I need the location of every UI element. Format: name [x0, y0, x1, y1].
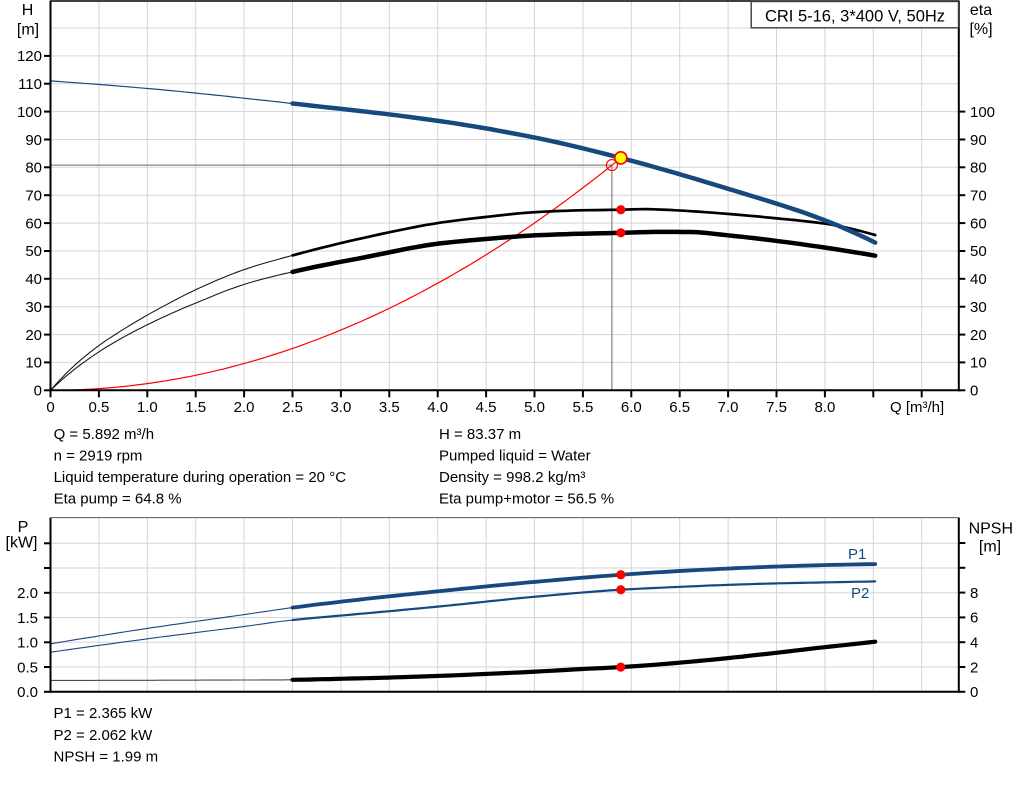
svg-text:1.0: 1.0 [137, 399, 158, 416]
svg-text:3.0: 3.0 [330, 399, 351, 416]
svg-text:2.5: 2.5 [282, 399, 303, 416]
svg-text:0.5: 0.5 [17, 659, 38, 676]
svg-text:110: 110 [18, 76, 42, 93]
svg-text:8: 8 [970, 585, 978, 602]
svg-text:2: 2 [970, 659, 978, 676]
svg-text:0: 0 [34, 383, 42, 400]
svg-text:0.0: 0.0 [17, 684, 38, 701]
svg-text:120: 120 [17, 48, 42, 65]
svg-text:30: 30 [25, 299, 42, 316]
svg-text:90: 90 [25, 132, 42, 149]
svg-text:0: 0 [970, 383, 978, 400]
svg-text:6.0: 6.0 [621, 399, 642, 416]
svg-text:Eta pump+motor = 56.5 %: Eta pump+motor = 56.5 % [439, 490, 614, 507]
svg-text:7.5: 7.5 [766, 399, 787, 416]
svg-text:4.5: 4.5 [476, 399, 497, 416]
svg-text:[kW]: [kW] [6, 535, 38, 552]
svg-text:0: 0 [46, 399, 54, 416]
svg-text:4: 4 [970, 635, 978, 652]
svg-text:80: 80 [25, 160, 42, 177]
svg-text:100: 100 [17, 104, 42, 121]
svg-text:Liquid temperature during oper: Liquid temperature during operation = 20… [54, 469, 347, 486]
svg-text:80: 80 [970, 160, 987, 177]
svg-text:30: 30 [970, 299, 987, 316]
svg-text:eta: eta [970, 2, 992, 19]
svg-text:CRI 5-16, 3*400 V, 50Hz: CRI 5-16, 3*400 V, 50Hz [765, 8, 945, 26]
svg-text:10: 10 [25, 355, 42, 372]
svg-text:H: H [22, 2, 34, 19]
svg-text:7.0: 7.0 [718, 399, 739, 416]
svg-text:3.5: 3.5 [379, 399, 400, 416]
svg-text:5.5: 5.5 [572, 399, 593, 416]
svg-text:1.5: 1.5 [185, 399, 206, 416]
svg-text:Q [m³/h]: Q [m³/h] [890, 399, 944, 416]
svg-text:4.0: 4.0 [427, 399, 448, 416]
svg-text:20: 20 [970, 327, 987, 344]
svg-text:2.0: 2.0 [234, 399, 255, 416]
svg-text:Eta pump = 64.8 %: Eta pump = 64.8 % [54, 490, 182, 507]
svg-text:20: 20 [25, 327, 42, 344]
svg-text:Density = 998.2 kg/m³: Density = 998.2 kg/m³ [439, 469, 585, 486]
svg-text:P2: P2 [851, 585, 869, 602]
svg-text:50: 50 [970, 243, 987, 260]
svg-text:P: P [18, 519, 29, 536]
svg-text:NPSH: NPSH [969, 520, 1013, 537]
svg-text:[m]: [m] [17, 22, 39, 39]
svg-text:[m]: [m] [979, 538, 1001, 555]
svg-text:70: 70 [970, 188, 987, 205]
svg-text:6.5: 6.5 [669, 399, 690, 416]
svg-text:6: 6 [970, 610, 978, 627]
svg-text:40: 40 [25, 271, 42, 288]
svg-text:Pumped liquid = Water: Pumped liquid = Water [439, 447, 591, 464]
svg-text:50: 50 [25, 243, 42, 260]
svg-text:40: 40 [970, 271, 987, 288]
svg-text:0: 0 [970, 684, 978, 701]
svg-text:60: 60 [25, 215, 42, 232]
svg-text:[%]: [%] [969, 21, 992, 38]
svg-text:1.5: 1.5 [17, 610, 38, 627]
svg-text:Q = 5.892 m³/h: Q = 5.892 m³/h [54, 426, 154, 443]
svg-text:70: 70 [25, 188, 42, 205]
svg-text:P1 = 2.365 kW: P1 = 2.365 kW [54, 705, 154, 722]
svg-text:5.0: 5.0 [524, 399, 545, 416]
svg-text:P2 = 2.062 kW: P2 = 2.062 kW [54, 727, 154, 744]
svg-text:n = 2919 rpm: n = 2919 rpm [54, 447, 143, 464]
svg-text:10: 10 [970, 355, 987, 372]
svg-text:0.5: 0.5 [88, 399, 109, 416]
svg-text:1.0: 1.0 [17, 635, 38, 652]
svg-text:P1: P1 [848, 546, 866, 563]
svg-text:100: 100 [970, 104, 995, 121]
svg-text:8.0: 8.0 [814, 399, 835, 416]
svg-text:60: 60 [970, 215, 987, 232]
svg-text:90: 90 [970, 132, 987, 149]
svg-text:H = 83.37 m: H = 83.37 m [439, 426, 521, 443]
svg-text:NPSH = 1.99 m: NPSH = 1.99 m [54, 749, 159, 766]
svg-text:2.0: 2.0 [17, 585, 38, 602]
